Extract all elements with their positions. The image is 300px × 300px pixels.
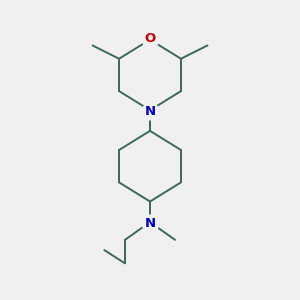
Text: O: O bbox=[144, 32, 156, 45]
Text: N: N bbox=[144, 105, 156, 118]
Text: N: N bbox=[144, 217, 156, 230]
